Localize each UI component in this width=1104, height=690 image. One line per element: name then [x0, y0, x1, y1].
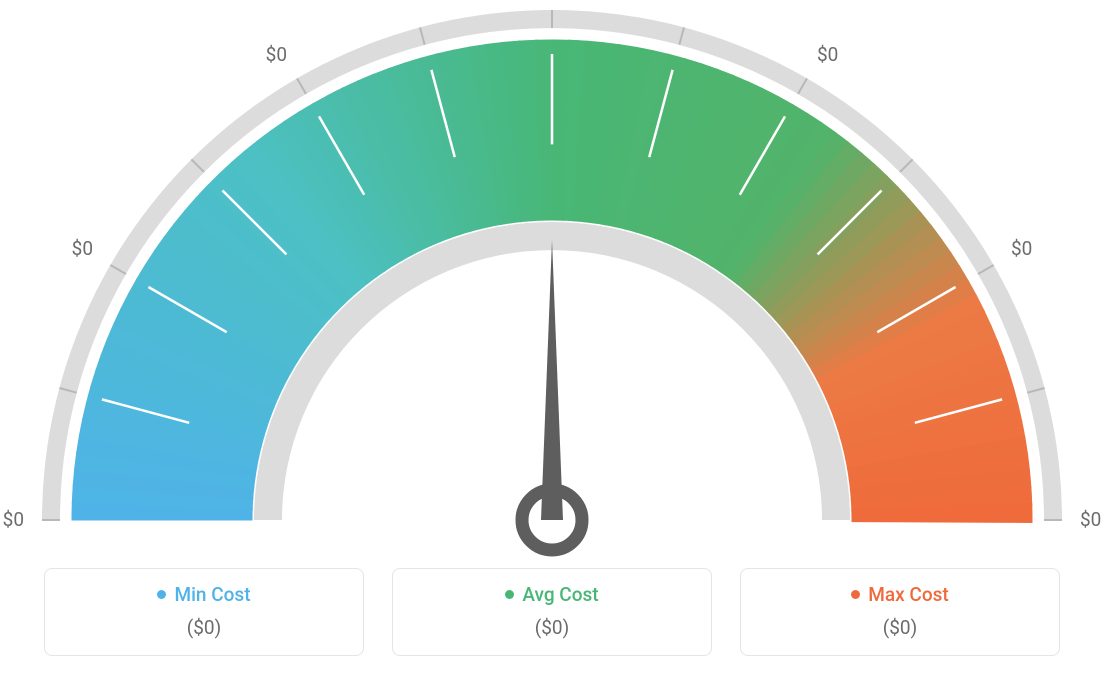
- legend-card: Min Cost ($0): [44, 568, 364, 656]
- legend-card: Avg Cost ($0): [392, 568, 712, 656]
- legend-label: Avg Cost: [505, 583, 598, 606]
- legend-card: Max Cost ($0): [740, 568, 1060, 656]
- scale-label: $0: [266, 43, 287, 66]
- legend-dot-icon: [851, 590, 860, 599]
- gauge-needle: [522, 240, 582, 550]
- legend-dot-icon: [157, 590, 166, 599]
- legend-value: ($0): [45, 616, 363, 639]
- scale-label: $0: [3, 508, 24, 531]
- scale-label: $0: [72, 237, 93, 260]
- legend-dot-icon: [505, 590, 514, 599]
- legend-value: ($0): [393, 616, 711, 639]
- legend-label: Max Cost: [851, 583, 948, 606]
- legend-row: Min Cost ($0) Avg Cost ($0) Max Cost ($0): [0, 568, 1104, 656]
- gauge-chart: $0$0$0$0$0$0$0: [0, 0, 1104, 560]
- scale-label: $0: [817, 43, 838, 66]
- legend-label-text: Avg Cost: [522, 583, 598, 606]
- legend-label-text: Min Cost: [174, 583, 250, 606]
- legend-label: Min Cost: [157, 583, 250, 606]
- legend-value: ($0): [741, 616, 1059, 639]
- scale-label: $0: [1011, 237, 1032, 260]
- scale-label: $0: [1080, 508, 1101, 531]
- legend-label-text: Max Cost: [868, 583, 948, 606]
- gauge-svg: $0$0$0$0$0$0$0: [0, 0, 1104, 560]
